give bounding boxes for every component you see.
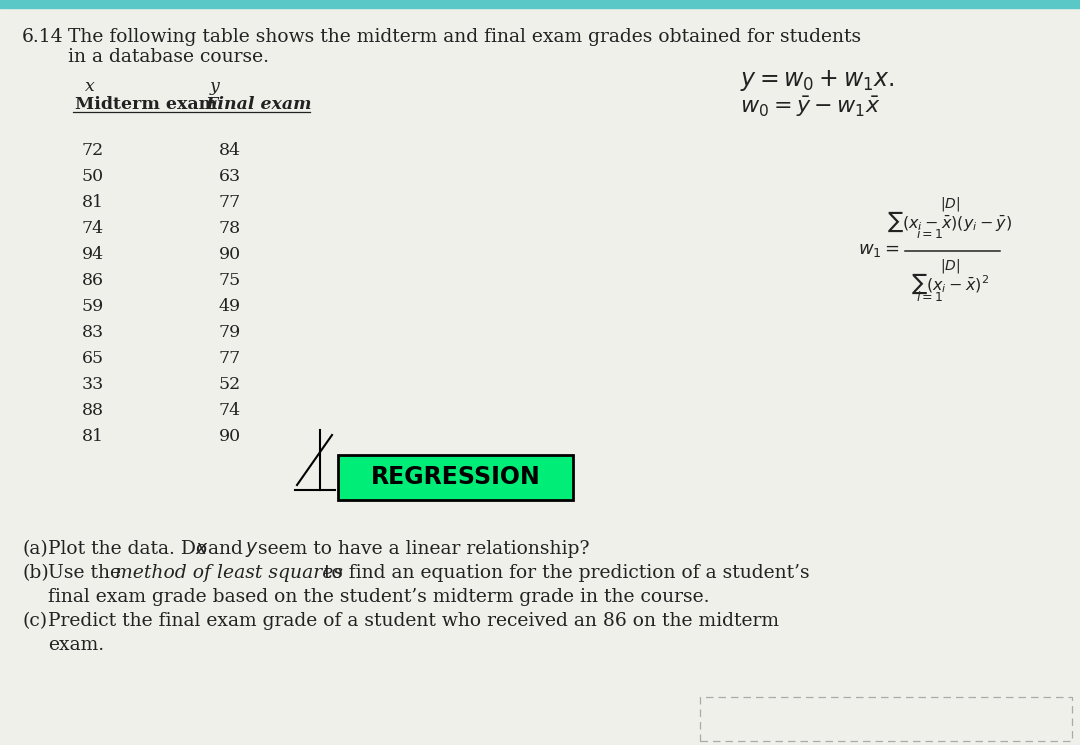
Text: 33: 33 <box>82 376 104 393</box>
Text: $y = w_0 + w_1 x.$: $y = w_0 + w_1 x.$ <box>740 68 894 93</box>
Text: $\sum(x_i - \bar{x})^2$: $\sum(x_i - \bar{x})^2$ <box>912 272 989 297</box>
Text: x: x <box>85 78 95 95</box>
Text: 52: 52 <box>219 376 241 393</box>
Text: 90: 90 <box>219 428 241 445</box>
Text: $|D|$: $|D|$ <box>940 257 960 275</box>
Text: 63: 63 <box>219 168 241 185</box>
Text: 94: 94 <box>82 246 104 263</box>
Text: 72: 72 <box>82 142 104 159</box>
Text: 49: 49 <box>219 298 241 315</box>
Text: 84: 84 <box>219 142 241 159</box>
Text: 59: 59 <box>82 298 104 315</box>
Text: (c): (c) <box>22 612 48 630</box>
Text: seem to have a linear relationship?: seem to have a linear relationship? <box>258 540 590 558</box>
Text: 50: 50 <box>82 168 104 185</box>
Text: The following table shows the midterm and final exam grades obtained for student: The following table shows the midterm an… <box>68 28 861 46</box>
Text: 88: 88 <box>82 402 104 419</box>
Text: 6.14: 6.14 <box>22 28 64 46</box>
Text: REGRESSION: REGRESSION <box>370 464 540 489</box>
Bar <box>700 697 1072 741</box>
Text: and: and <box>208 540 248 558</box>
Text: exam.: exam. <box>48 636 104 654</box>
Text: 81: 81 <box>82 194 104 211</box>
Text: $w_1 =$: $w_1 =$ <box>858 241 900 259</box>
Text: $y$: $y$ <box>245 540 259 559</box>
Bar <box>0 0 1080 8</box>
Text: 65: 65 <box>82 350 104 367</box>
Text: 90: 90 <box>219 246 241 263</box>
Text: 86: 86 <box>82 272 104 289</box>
Text: $x$: $x$ <box>195 540 208 558</box>
Text: Use the: Use the <box>48 564 127 582</box>
Text: (b): (b) <box>22 564 49 582</box>
Text: 81: 81 <box>82 428 104 445</box>
Text: Predict the final exam grade of a student who received an 86 on the midterm: Predict the final exam grade of a studen… <box>48 612 779 630</box>
Text: Final exam: Final exam <box>205 96 311 113</box>
Text: 83: 83 <box>82 324 104 341</box>
Bar <box>338 455 573 500</box>
Text: $i{=}1$: $i{=}1$ <box>916 290 944 304</box>
Text: in a database course.: in a database course. <box>68 48 269 66</box>
Text: 77: 77 <box>219 194 241 211</box>
Text: 78: 78 <box>219 220 241 237</box>
Text: 74: 74 <box>82 220 104 237</box>
Text: final exam grade based on the student’s midterm grade in the course.: final exam grade based on the student’s … <box>48 588 710 606</box>
Text: $w_0 = \bar{y} - w_1\bar{x}$: $w_0 = \bar{y} - w_1\bar{x}$ <box>740 95 880 119</box>
Text: Plot the data. Do: Plot the data. Do <box>48 540 213 558</box>
Text: $|D|$: $|D|$ <box>940 195 960 213</box>
Text: y: y <box>210 78 220 95</box>
Text: 79: 79 <box>219 324 241 341</box>
Text: 75: 75 <box>219 272 241 289</box>
Text: $i{=}1$: $i{=}1$ <box>916 227 944 241</box>
Text: method of least squares: method of least squares <box>114 564 343 582</box>
Text: 74: 74 <box>219 402 241 419</box>
Text: Midterm exam: Midterm exam <box>75 96 217 113</box>
Text: to find an equation for the prediction of a student’s: to find an equation for the prediction o… <box>318 564 810 582</box>
Text: (a): (a) <box>22 540 48 558</box>
Text: 77: 77 <box>219 350 241 367</box>
Text: $\sum(x_i - \bar{x})(y_i - \bar{y})$: $\sum(x_i - \bar{x})(y_i - \bar{y})$ <box>888 210 1013 234</box>
